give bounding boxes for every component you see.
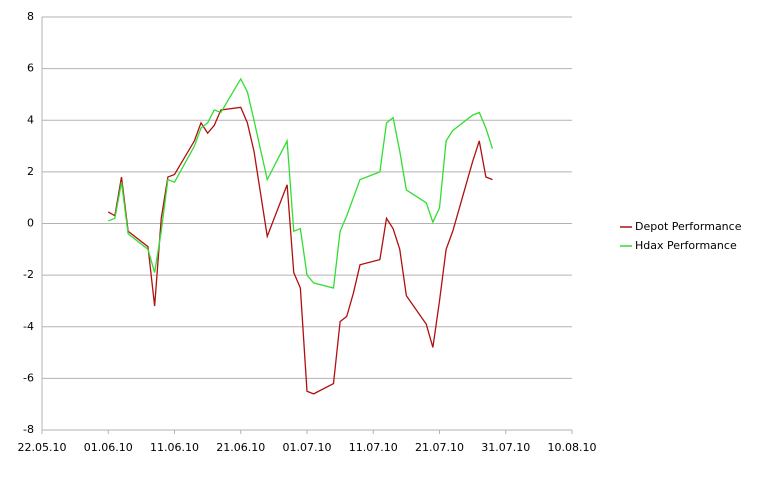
series-line bbox=[107, 106, 493, 395]
x-tick-label: 10.08.10 bbox=[548, 441, 597, 454]
y-tick-label: -2 bbox=[23, 268, 34, 281]
x-tick-label: 21.07.10 bbox=[415, 441, 464, 454]
y-tick-label: 4 bbox=[27, 113, 34, 126]
legend-label: Hdax Performance bbox=[635, 239, 737, 252]
y-tick-label: 2 bbox=[27, 165, 34, 178]
x-tick-label: 31.07.10 bbox=[481, 441, 530, 454]
x-tick-label: 01.06.10 bbox=[84, 441, 133, 454]
y-tick-label: 6 bbox=[27, 62, 34, 75]
y-tick-label: -6 bbox=[23, 371, 34, 384]
y-tick-label: 8 bbox=[27, 10, 34, 23]
legend-label: Depot Performance bbox=[635, 220, 742, 233]
series-line bbox=[108, 77, 494, 289]
y-tick-label: 0 bbox=[27, 217, 34, 230]
x-tick-label: 22.05.10 bbox=[18, 441, 67, 454]
y-tick-label: -4 bbox=[23, 320, 34, 333]
x-tick-label: 11.07.10 bbox=[349, 441, 398, 454]
x-tick-label: 21.06.10 bbox=[216, 441, 265, 454]
x-tick-label: 11.06.10 bbox=[150, 441, 199, 454]
y-tick-label: -8 bbox=[23, 423, 34, 436]
x-tick-label: 01.07.10 bbox=[283, 441, 332, 454]
